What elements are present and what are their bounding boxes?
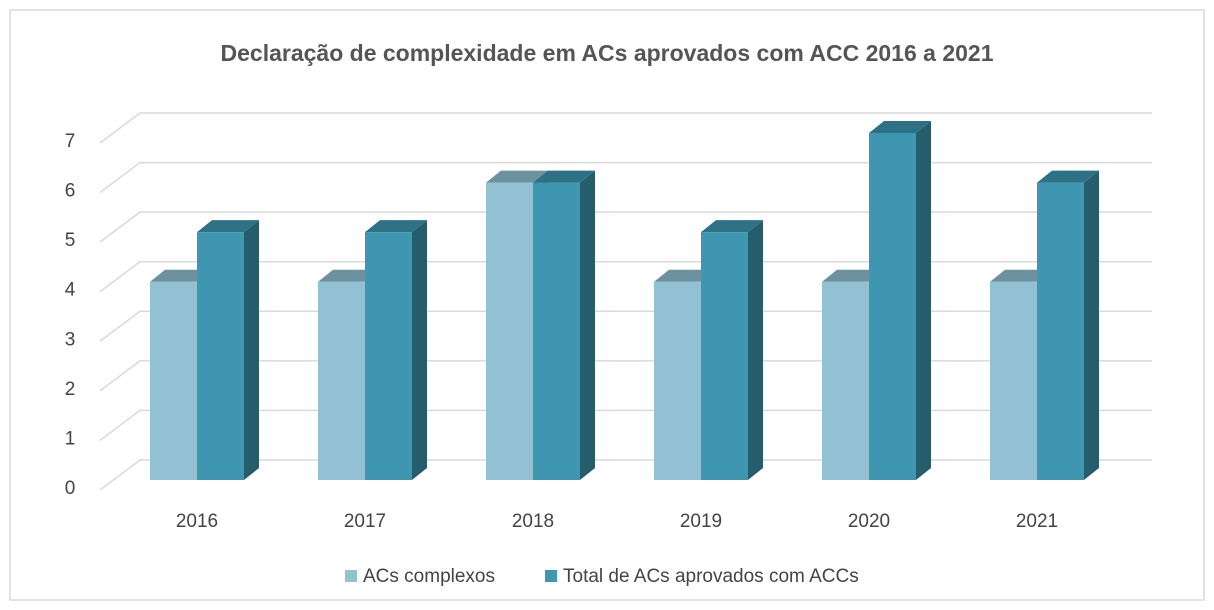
bar-top <box>197 220 259 233</box>
legend-label: ACs complexos <box>363 566 495 587</box>
bar-side <box>244 220 259 480</box>
grid-line <box>99 310 1152 342</box>
bar-top <box>150 269 212 282</box>
bar-front <box>150 281 197 480</box>
y-tick-label: 0 <box>65 478 76 499</box>
bar-side <box>580 170 595 481</box>
bar-side <box>1084 170 1099 481</box>
bar-top <box>701 220 763 233</box>
bar-top <box>822 269 884 282</box>
bar-side <box>748 220 763 480</box>
x-tick-label: 2018 <box>512 511 554 532</box>
bar-top <box>533 170 595 183</box>
x-tick-label: 2019 <box>680 511 722 532</box>
bar-front <box>822 281 869 480</box>
y-tick-label: 5 <box>65 230 76 251</box>
bar-front <box>533 182 580 481</box>
bar <box>1037 170 1099 481</box>
bar-top <box>654 269 716 282</box>
legend-swatch <box>345 570 357 582</box>
grid-line <box>99 260 1152 293</box>
x-tick-label: 2020 <box>848 511 890 532</box>
grid-line <box>99 459 1152 491</box>
y-tick-label: 1 <box>65 428 76 449</box>
grid-line <box>99 112 1152 144</box>
bar <box>197 220 259 480</box>
bar <box>701 220 763 480</box>
grid-line <box>99 360 1152 392</box>
y-tick-label: 2 <box>65 379 76 400</box>
y-tick-label: 4 <box>65 280 76 301</box>
bar-front <box>654 281 701 480</box>
x-tick-label: 2017 <box>344 511 386 532</box>
bar-front <box>197 232 244 480</box>
y-tick-label: 6 <box>65 181 76 202</box>
bar <box>533 170 595 481</box>
bar-top <box>318 269 380 282</box>
y-tick-label: 7 <box>65 131 76 152</box>
x-tick-label: 2016 <box>176 511 218 532</box>
bar-top <box>365 220 427 233</box>
bar-front <box>318 281 365 480</box>
bar-side <box>916 121 931 480</box>
bar-front <box>365 232 412 480</box>
bar-side <box>412 220 427 480</box>
legend-label: Total de ACs aprovados com ACCs <box>563 566 859 587</box>
grid-line <box>99 211 1152 243</box>
bar-top <box>1037 170 1099 183</box>
y-tick-label: 3 <box>65 329 76 350</box>
grid-line <box>99 409 1152 442</box>
bar-front <box>869 133 916 480</box>
bar-front <box>486 182 533 481</box>
bar-front <box>1037 182 1084 481</box>
bar-top <box>486 170 548 183</box>
bar-top <box>869 121 931 133</box>
bar <box>869 121 931 480</box>
x-tick-label: 2021 <box>1016 511 1058 532</box>
bar-front <box>701 232 748 480</box>
grid-line <box>99 161 1152 194</box>
bar-front <box>990 281 1037 480</box>
chart-title: Declaração de complexidade em ACs aprova… <box>221 40 994 66</box>
bar <box>365 220 427 480</box>
legend-swatch <box>545 570 557 582</box>
bar-top <box>990 269 1052 282</box>
